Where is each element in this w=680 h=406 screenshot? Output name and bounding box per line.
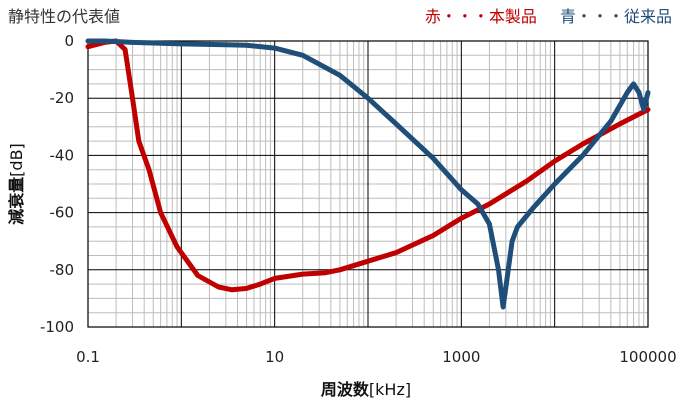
x-tick-label: 0.1: [76, 348, 100, 366]
x-tick-label: 100000: [619, 348, 676, 366]
legend: 赤・・・本製品 青・・・従来品: [425, 7, 672, 26]
x-tick-label: 10: [265, 348, 284, 366]
series-line-product: [85, 38, 651, 293]
chart-title: 静特性の代表値: [8, 7, 120, 26]
x-axis-label: 周波数: [321, 380, 370, 399]
series-layer: [85, 38, 651, 310]
y-axis-title: 減衰量[dB]: [7, 143, 26, 225]
x-tick-label: 1000: [442, 348, 480, 366]
series-line-conventional: [85, 38, 651, 310]
tick-layer: 0 -20 -40 -60 -80 -1000.1 10 1000 100000: [40, 32, 677, 366]
x-axis-title: 周波数[kHz]: [321, 380, 411, 399]
legend-entry-product: 赤・・・本製品: [425, 7, 537, 26]
y-tick-label: -20: [50, 89, 75, 107]
x-axis-unit: [kHz]: [369, 380, 411, 399]
y-tick-label: -100: [40, 318, 74, 336]
y-tick-label: -80: [50, 261, 75, 279]
y-tick-label: -40: [50, 146, 75, 164]
legend-entry-conventional: 青・・・従来品: [560, 7, 672, 26]
plot-border: [87, 40, 649, 328]
y-tick-label: -60: [50, 204, 75, 222]
y-tick-label: 0: [64, 32, 74, 50]
y-axis-unit: [dB]: [7, 143, 26, 177]
y-axis-label: 減衰量: [7, 177, 26, 225]
